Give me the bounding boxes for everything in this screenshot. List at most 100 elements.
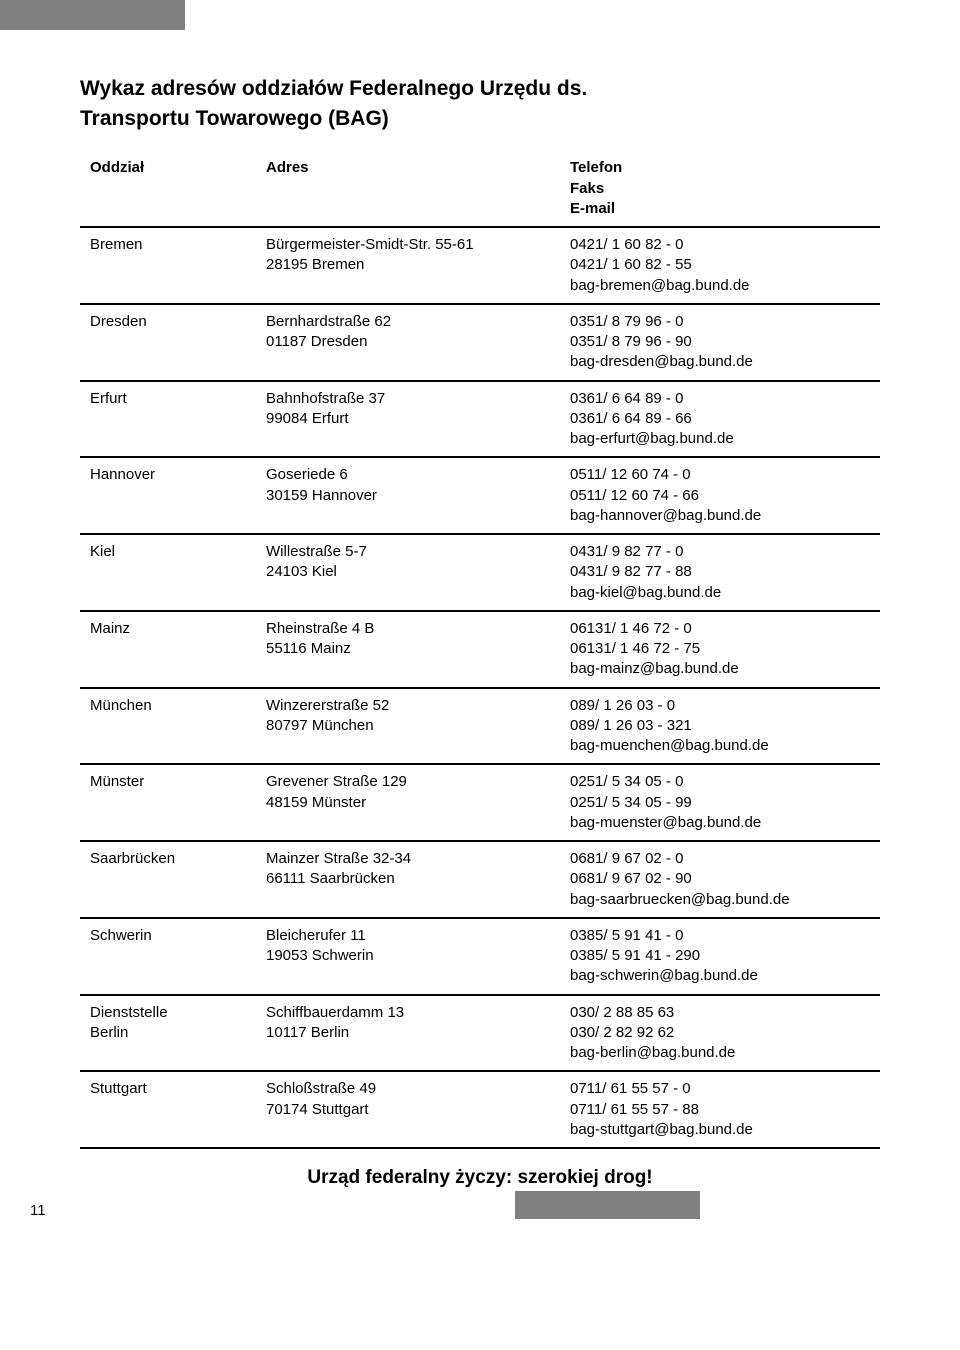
contact-cell: 0421/ 1 60 82 - 00421/ 1 60 82 - 55bag-b… [560,227,880,304]
address-line2: 10117 Berlin [266,1024,349,1041]
contact-cell: 0431/ 9 82 77 - 0 0431/ 9 82 77 - 88 bag-k… [560,534,880,611]
office-name: Schwerin [90,927,152,944]
office-cell: Mainz [80,611,256,688]
contact-cell: 0351/ 8 79 96 - 00351/ 8 79 96 - 90bag-d… [560,304,880,381]
header-fax: Faks [570,180,604,197]
office-cell: Hannover [80,457,256,534]
contact-cell: 0251/ 5 34 05 - 00251/ 5 34 05 - 99bag-m… [560,764,880,841]
telephone-value: 0711/ 61 55 57 - 0 [570,1080,691,1097]
fax-value: 0431/ 9 82 77 - 88 [570,563,692,580]
contact-cell: 0361/ 6 64 89 - 00361/ 6 64 89 - 66bag-e… [560,381,880,458]
fax-value: 0361/ 6 64 89 - 66 [570,410,692,427]
address-line2: 24103 Kiel [266,563,337,580]
table-row: Saarbrücken Mainzer Straße 32-3466111 Saa… [80,841,880,918]
address-cell: Winzererstraße 5280797 München [256,688,560,765]
email-value: bag-muenchen@bag.bund.de [570,737,769,754]
fax-value: 0251/ 5 34 05 - 99 [570,794,692,811]
bottom-tab-decoration [515,1191,700,1219]
table-row: Stuttgart Schloßstraße 49 70174 Stuttgart 0… [80,1071,880,1148]
address-line1: Bernhardstraße 62 [266,313,391,330]
office-name: München [90,697,152,714]
contact-cell: 089/ 1 26 03 - 0 089/ 1 26 03 - 321 bag-mu… [560,688,880,765]
office-name: Erfurt [90,390,127,407]
table-row: MainzRheinstraße 4 B55116 Mainz06131/ 1 … [80,611,880,688]
office-name-line2: Berlin [90,1024,128,1041]
email-value: bag-stuttgart@bag.bund.de [570,1121,753,1138]
fax-value: 06131/ 1 46 72 - 75 [570,640,700,657]
table-row: Hannover Goseriede 630159 Hannover 0511/ 1… [80,457,880,534]
address-cell: Bahnhofstraße 3799084 Erfurt [256,381,560,458]
office-cell: Bremen [80,227,256,304]
office-cell: Dresden [80,304,256,381]
address-cell: Bürgermeister-Smidt-Str. 55-61 28195 Brem… [256,227,560,304]
email-value: bag-hannover@bag.bund.de [570,507,761,524]
email-value: bag-schwerin@bag.bund.de [570,967,758,984]
address-line2: 80797 München [266,717,374,734]
contact-cell: 030/ 2 88 85 63030/ 2 82 92 62bag-berlin… [560,995,880,1072]
address-line2: 70174 Stuttgart [266,1101,369,1118]
office-cell: DienststelleBerlin [80,995,256,1072]
telephone-value: 089/ 1 26 03 - 0 [570,697,675,714]
office-name: Stuttgart [90,1080,147,1097]
office-name: Bremen [90,236,143,253]
email-value: bag-bremen@bag.bund.de [570,277,750,294]
office-name: Münster [90,773,144,790]
contact-cell: 06131/ 1 46 72 - 0 06131/ 1 46 72 - 75 bag… [560,611,880,688]
address-cell: Schiffbauerdamm 1310117 Berlin [256,995,560,1072]
office-name: Saarbrücken [90,850,175,867]
email-value: bag-muenster@bag.bund.de [570,814,761,831]
email-value: bag-mainz@bag.bund.de [570,660,739,677]
email-value: bag-saarbruecken@bag.bund.de [570,891,790,908]
email-value: bag-kiel@bag.bund.de [570,584,721,601]
table-row: Bremen Bürgermeister-Smidt-Str. 55-61 2819… [80,227,880,304]
fax-value: 0511/ 12 60 74 - 66 [570,487,699,504]
address-line2: 48159 Münster [266,794,366,811]
telephone-value: 0421/ 1 60 82 - 0 [570,236,683,253]
fax-value: 030/ 2 82 92 62 [570,1024,674,1041]
address-line2: 30159 Hannover [266,487,377,504]
fax-value: 0385/ 5 91 41 - 290 [570,947,700,964]
header-tel: Telefon [570,159,622,176]
fax-value: 0711/ 61 55 57 - 88 [570,1101,699,1118]
office-name: Hannover [90,466,155,483]
header-address: Adres [256,151,560,227]
office-cell: Erfurt [80,381,256,458]
page-subtitle: Transportu Towarowego (BAG) [80,107,880,131]
office-cell: Saarbrücken [80,841,256,918]
office-cell: Stuttgart [80,1071,256,1148]
top-tab-decoration [0,0,185,30]
office-name: Dresden [90,313,147,330]
address-line1: Rheinstraße 4 B [266,620,374,637]
address-cell: Bernhardstraße 62 01187 Dresden [256,304,560,381]
address-line2: 19053 Schwerin [266,947,374,964]
email-value: bag-berlin@bag.bund.de [570,1044,735,1061]
fax-value: 0681/ 9 67 02 - 90 [570,870,692,887]
address-line1: Schloßstraße 49 [266,1080,376,1097]
address-cell: Grevener Straße 129 48159 Münster [256,764,560,841]
telephone-value: 06131/ 1 46 72 - 0 [570,620,692,637]
address-cell: Goseriede 630159 Hannover [256,457,560,534]
table-row: Schwerin Bleicherufer 1119053 Schwerin 038… [80,918,880,995]
address-line2: 28195 Bremen [266,256,364,273]
telephone-value: 0511/ 12 60 74 - 0 [570,466,691,483]
contact-cell: 0681/ 9 67 02 - 00681/ 9 67 02 - 90bag-s… [560,841,880,918]
office-name: Mainz [90,620,130,637]
address-line1: Bürgermeister-Smidt-Str. 55-61 [266,236,474,253]
address-cell: Bleicherufer 1119053 Schwerin [256,918,560,995]
header-office: Oddział [80,151,256,227]
table-header-row: Oddział Adres Telefon Faks E-mail [80,151,880,227]
address-cell: Mainzer Straße 32-3466111 Saarbrücken [256,841,560,918]
office-cell: München [80,688,256,765]
header-email: E-mail [570,200,615,217]
fax-value: 089/ 1 26 03 - 321 [570,717,692,734]
telephone-value: 0431/ 9 82 77 - 0 [570,543,683,560]
fax-value: 0351/ 8 79 96 - 90 [570,333,692,350]
address-line1: Grevener Straße 129 [266,773,407,790]
table-row: Dresden Bernhardstraße 62 01187 Dresden 035… [80,304,880,381]
address-line2: 01187 Dresden [266,333,367,350]
contact-cell: 0711/ 61 55 57 - 0 0711/ 61 55 57 - 88 bag… [560,1071,880,1148]
address-line1: Mainzer Straße 32-34 [266,850,411,867]
address-table: Oddział Adres Telefon Faks E-mail Bremen… [80,151,880,1149]
page-number: 11 [30,1202,46,1219]
page-title: Wykaz adresów oddziałów Federalnego Urzę… [80,75,880,103]
